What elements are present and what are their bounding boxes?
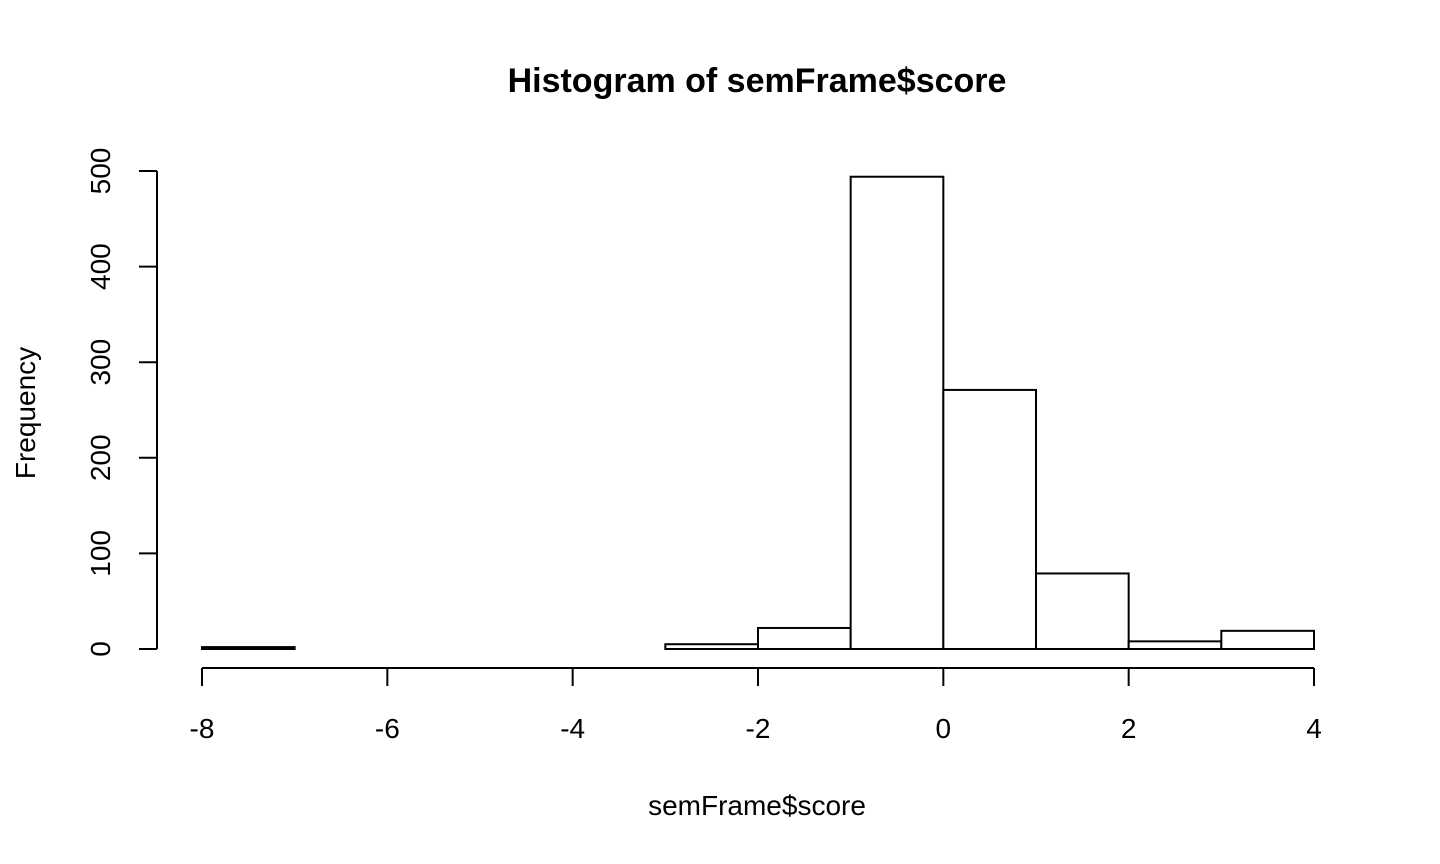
x-tick-label: -2 (746, 713, 771, 744)
histogram-bar (1127, 640, 1223, 650)
y-tick-label: 400 (85, 243, 116, 290)
histogram-bar (1220, 629, 1316, 650)
histogram-bar (942, 388, 1037, 650)
histogram-bar (849, 175, 945, 650)
x-tick-label: 4 (1306, 713, 1322, 744)
x-axis-title: semFrame$score (648, 790, 866, 821)
y-tick-label: 500 (85, 148, 116, 195)
x-axis: -8 -6 -4 -2 0 2 4 (190, 667, 1322, 744)
y-tick-label: 100 (85, 530, 116, 577)
x-tick-label: -8 (190, 713, 215, 744)
x-tick-label: -6 (375, 713, 400, 744)
histogram-bars (201, 175, 1316, 651)
histogram-bar (201, 646, 296, 651)
y-axis-title: Frequency (10, 347, 41, 479)
chart-title: Histogram of semFrame$score (508, 62, 1007, 100)
y-tick-label: 200 (85, 434, 116, 481)
histogram-bar (664, 643, 759, 650)
x-tick-label: -4 (560, 713, 585, 744)
y-tick-label: 0 (85, 641, 116, 657)
x-tick-label: 2 (1121, 713, 1137, 744)
histogram-bar (757, 626, 852, 651)
y-tick-label: 300 (85, 339, 116, 386)
histogram-bar (1035, 572, 1130, 651)
y-axis: 0 100 200 300 400 500 (85, 148, 158, 657)
x-tick-label: 0 (936, 713, 952, 744)
